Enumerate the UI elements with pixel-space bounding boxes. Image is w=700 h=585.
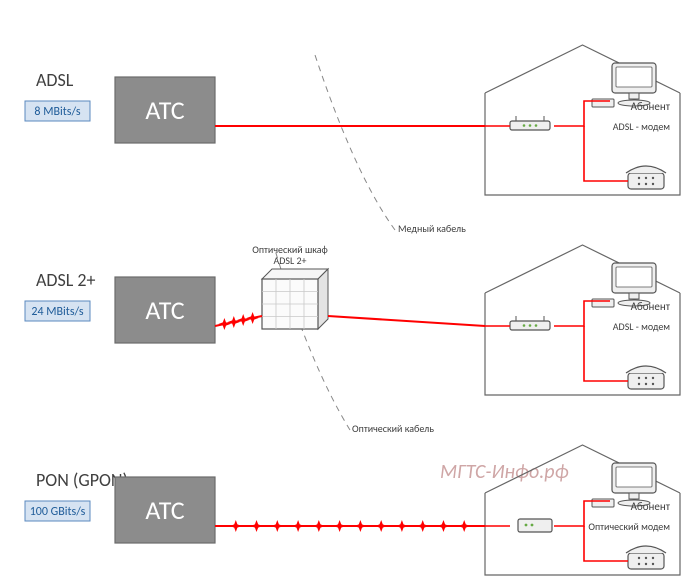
phone-icon [626,546,666,569]
speed-label: 8 MBits/s [34,105,80,119]
speed-label: 100 GBits/s [30,505,86,519]
speed-label: 24 MBits/s [31,305,84,319]
modem-label: Оптический модем [588,520,670,533]
canvas-bg [0,0,700,585]
modem-label: ADSL - модем [613,120,670,133]
phone-icon [626,366,666,389]
subscriber-label: Абонент [631,100,671,113]
copper-cable-label: Медный кабель [398,222,466,235]
atc-label: АТС [145,494,184,526]
tech-label: ADSL [36,69,74,91]
atc-label: АТС [145,294,184,326]
subscriber-label: Абонент [631,300,671,313]
tech-label: PON (GPON) [36,469,128,491]
modem-icon [518,519,552,532]
optic-cable-label: Оптический кабель [352,422,434,435]
modem-label: ADSL - модем [613,320,670,333]
atc-label: АТС [145,94,184,126]
subscriber-label: Абонент [631,500,671,513]
phone-icon [626,166,666,189]
optical-cabinet: Оптический шкафADSL 2+ [252,243,328,329]
tech-label: ADSL 2+ [36,269,96,291]
cabinet-label-bottom: ADSL 2+ [273,254,306,267]
watermark: МГТС-Инфо.рф [440,460,569,484]
